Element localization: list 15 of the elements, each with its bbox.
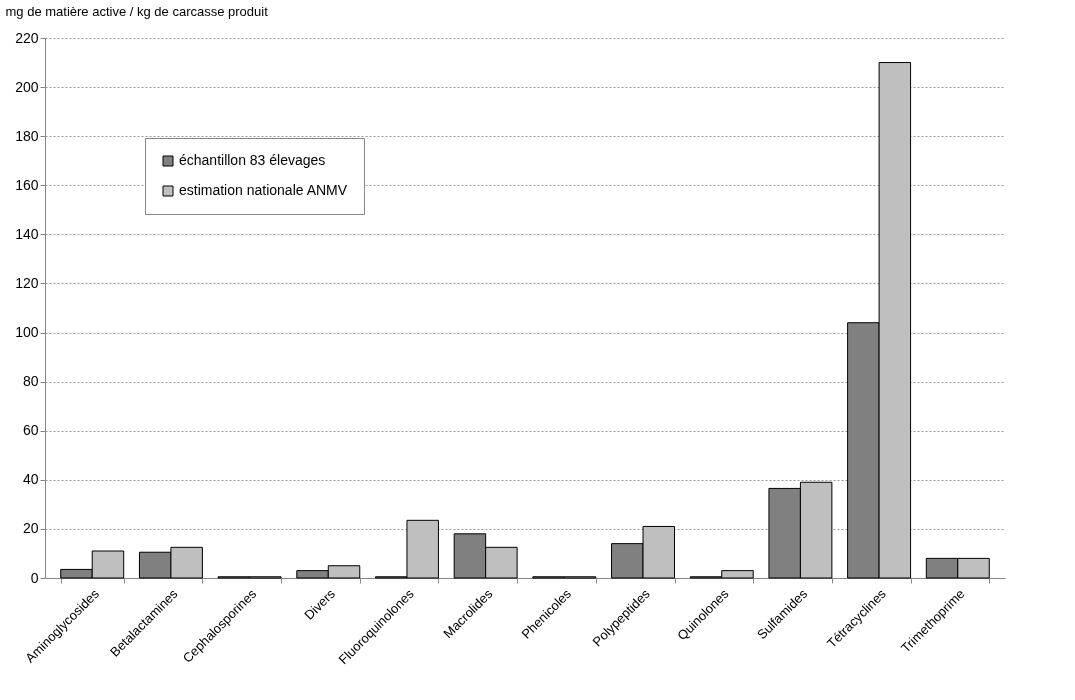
y-axis-title: mg de matière active / kg de carcasse produit <box>5 3 269 19</box>
y-tick-label: 40 <box>22 471 39 488</box>
y-tick-label: 0 <box>30 569 39 586</box>
y-tick-label: 200 <box>15 78 39 95</box>
y-tick-label: 60 <box>22 422 39 439</box>
y-tick-label: 140 <box>15 225 39 242</box>
legend-label: échantillon 83 élevages <box>179 152 326 168</box>
y-tick-label: 160 <box>15 176 39 193</box>
y-tick-label: 100 <box>15 324 39 341</box>
y-tick-label: 20 <box>22 520 39 537</box>
y-tick-label: 120 <box>15 274 39 291</box>
y-tick-label: 220 <box>15 29 39 46</box>
y-tick-label: 80 <box>22 373 39 390</box>
legend-label: estimation nationale ANMV <box>179 182 348 198</box>
y-tick-label: 180 <box>15 127 39 144</box>
